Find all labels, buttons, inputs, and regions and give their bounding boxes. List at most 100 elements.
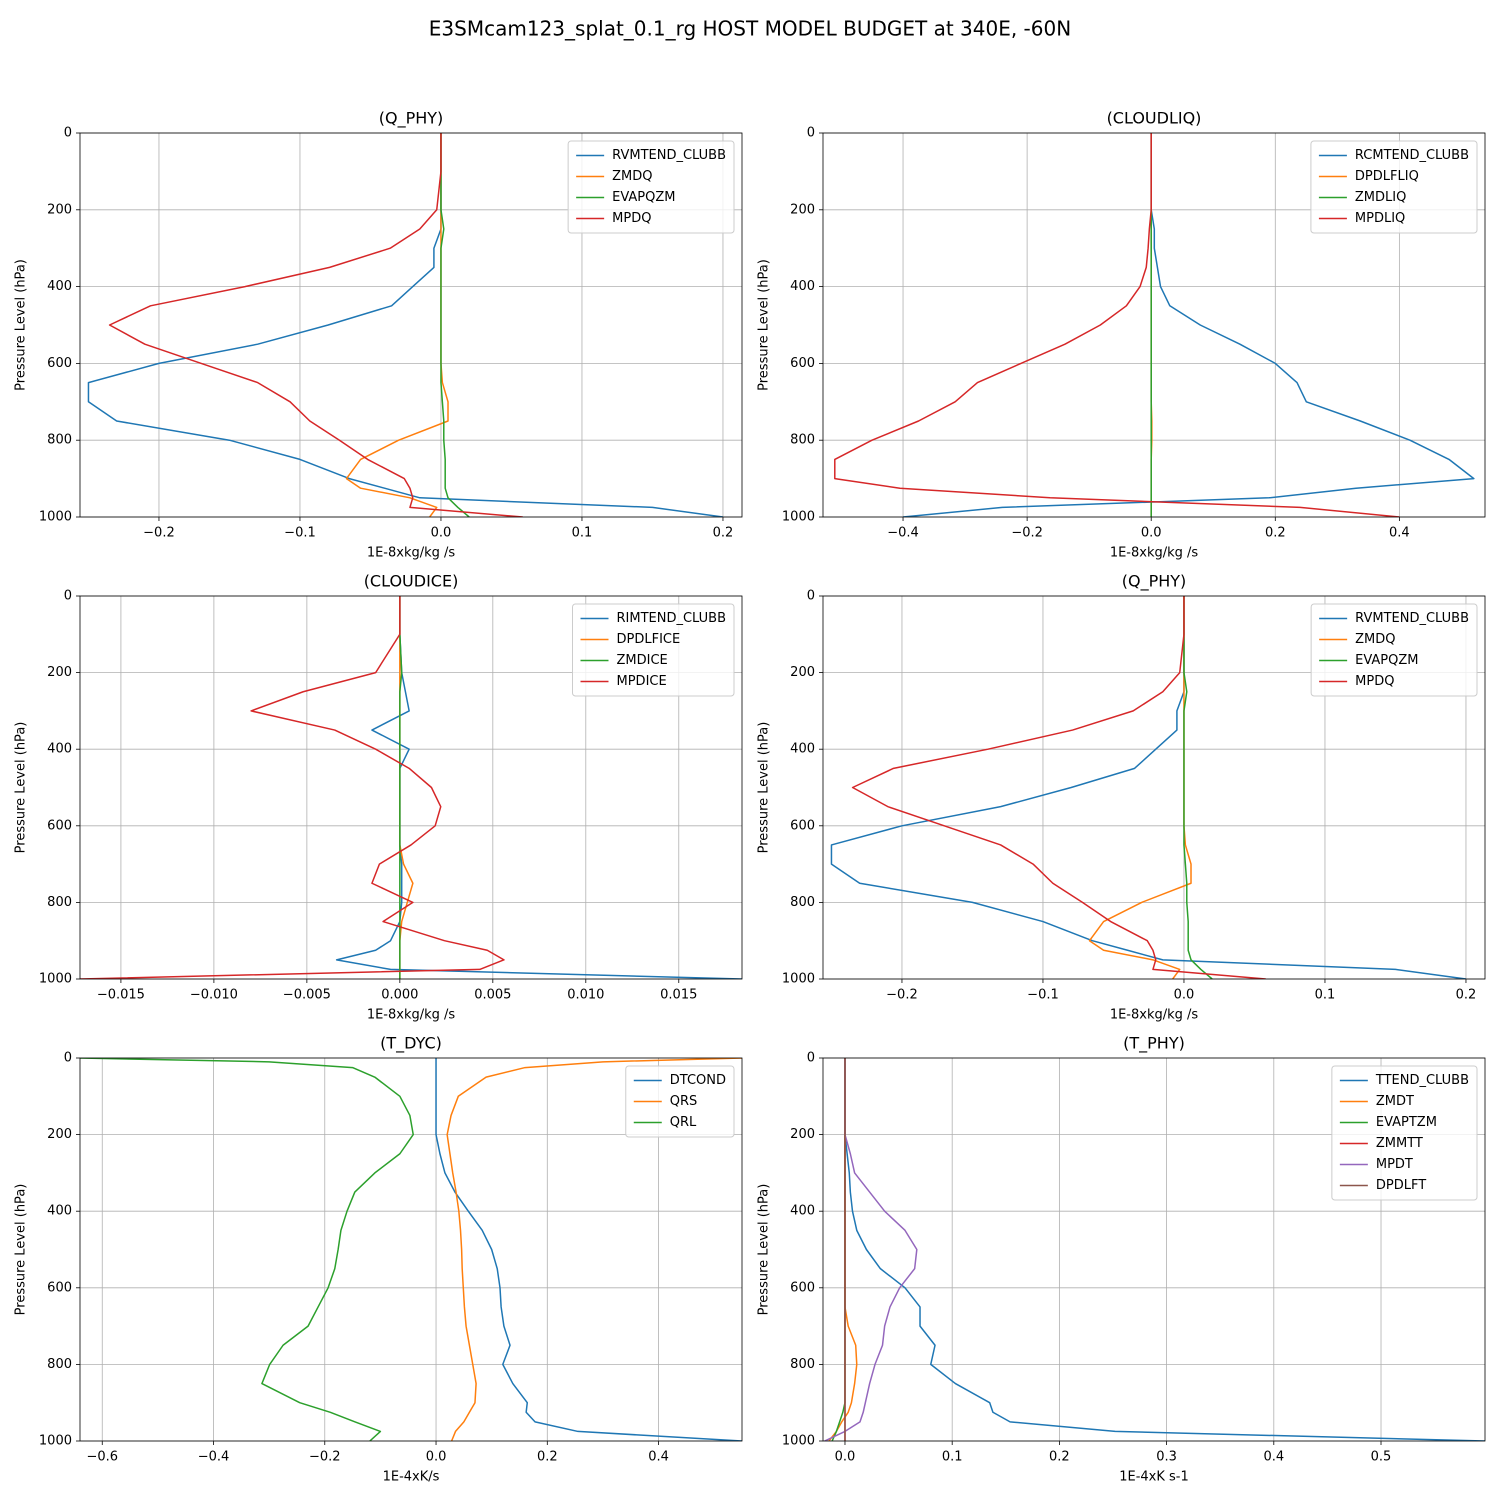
x-axis-label: 1E-8xkg/kg /s — [367, 546, 456, 561]
x-tick-label: −0.4 — [198, 1450, 230, 1465]
subplot: −0.015 −0.010 −0.005 0.000 0.005 0.010 0.015 0 2… — [14, 572, 743, 1023]
subplot: −0.2 −0.1 0.0 0.1 0.2 0 200 400 600 800 1000 (Q_PHY… — [14, 109, 743, 561]
y-tick-label: 800 — [790, 433, 815, 448]
series-line — [446, 1058, 742, 1441]
legend-label: MPDICE — [617, 674, 667, 689]
x-tick-label: 0.1 — [1315, 988, 1336, 1003]
y-tick-label: 200 — [47, 1127, 72, 1142]
y-tick-label: 400 — [47, 279, 72, 294]
y-tick-label: 600 — [47, 1280, 72, 1295]
series-line — [80, 596, 505, 979]
legend: RVMTEND_CLUBB ZMDQ EVAPQZM MPDQ — [567, 140, 735, 234]
legend-label: ZMDT — [1376, 1094, 1414, 1109]
axes-frame — [822, 1057, 1486, 1442]
legend-label: RVMTEND_CLUBB — [1355, 611, 1469, 626]
subplot-title: (T_PHY) — [1123, 1034, 1185, 1054]
x-tick-label: 0.4 — [648, 1450, 669, 1465]
legend-label: MPDT — [1376, 1157, 1413, 1172]
legend-label: DPDLFICE — [617, 632, 681, 647]
series-line — [80, 1058, 414, 1441]
series-line — [902, 133, 1475, 517]
legend-label: ZMDQ — [612, 169, 652, 184]
legend-label: MPDQ — [612, 211, 651, 226]
x-tick-label: −0.005 — [283, 988, 331, 1003]
y-tick-label: 200 — [47, 202, 72, 217]
y-tick-label: 600 — [790, 356, 815, 371]
x-tick-label: −0.2 — [309, 1450, 341, 1465]
legend-label: RIMTEND_CLUBB — [617, 611, 727, 626]
y-tick-label: 1000 — [782, 510, 815, 525]
subplot-title: (Q_PHY) — [379, 109, 444, 129]
series-line — [345, 133, 449, 517]
series-line — [831, 1058, 846, 1441]
legend-label: MPDLIQ — [1355, 211, 1405, 226]
subplot-title: (CLOUDLIQ) — [1107, 109, 1202, 128]
series-line — [87, 133, 724, 517]
y-tick-label: 800 — [790, 1357, 815, 1372]
legend-label: RVMTEND_CLUBB — [612, 148, 726, 163]
subplot-title: (CLOUDICE) — [364, 572, 459, 591]
y-tick-label: 0 — [807, 126, 815, 141]
x-tick-label: −0.2 — [1011, 526, 1043, 541]
legend-box — [572, 603, 735, 697]
y-tick-label: 400 — [790, 742, 815, 757]
legend-label: EVAPQZM — [612, 190, 675, 205]
x-tick-label: 0.015 — [660, 988, 697, 1003]
y-tick-label: 400 — [790, 1204, 815, 1219]
legend-box — [567, 140, 735, 234]
legend-box — [625, 1065, 735, 1138]
y-tick-label: 400 — [47, 1204, 72, 1219]
y-tick-label: 800 — [47, 895, 72, 910]
x-axis-label: 1E-8xkg/kg /s — [367, 1008, 456, 1023]
y-tick-label: 200 — [790, 1127, 815, 1142]
legend-label: DPDLFT — [1376, 1178, 1426, 1193]
axes-frame — [79, 1057, 743, 1442]
legend-label: TTEND_CLUBB — [1375, 1073, 1469, 1088]
x-tick-label: −0.2 — [886, 988, 918, 1003]
axes-frame — [822, 132, 1486, 518]
x-tick-label: 0.0 — [431, 526, 452, 541]
series-line — [828, 1058, 858, 1441]
subplot-title: (Q_PHY) — [1122, 572, 1187, 592]
legend-label: RCMTEND_CLUBB — [1355, 148, 1469, 163]
series-line — [834, 133, 1400, 517]
y-tick-label: 800 — [47, 1357, 72, 1372]
x-tick-label: −0.4 — [887, 526, 919, 541]
series-line — [1183, 596, 1213, 979]
subplot: −0.6 −0.4 −0.2 0.0 0.2 0.4 0 200 400 600 800 1000 (T… — [14, 1034, 743, 1485]
x-axis-label: 1E-4xK/s — [383, 1470, 440, 1485]
y-tick-label: 600 — [47, 818, 72, 833]
x-tick-label: 0.0 — [1174, 988, 1195, 1003]
figure-title: E3SMcam123_splat_0.1_rg HOST MODEL BUDGE… — [429, 17, 1071, 41]
series-line — [440, 133, 470, 517]
x-tick-label: −0.015 — [97, 988, 145, 1003]
x-tick-label: 0.4 — [1263, 1450, 1284, 1465]
x-tick-label: −0.010 — [190, 988, 238, 1003]
axes-frame — [79, 595, 743, 980]
x-tick-label: 0.010 — [567, 988, 604, 1003]
y-axis-label: Pressure Level (hPa) — [14, 1184, 29, 1316]
y-tick-label: 800 — [47, 433, 72, 448]
x-tick-label: 0.2 — [1265, 526, 1286, 541]
y-tick-label: 600 — [790, 818, 815, 833]
x-tick-label: 0.000 — [381, 988, 418, 1003]
x-tick-label: 0.3 — [1156, 1450, 1177, 1465]
y-tick-label: 0 — [807, 1051, 815, 1066]
x-tick-label: 0.2 — [1049, 1450, 1070, 1465]
legend-label: ZMDICE — [617, 653, 668, 668]
legend: RIMTEND_CLUBB DPDLFICE ZMDICE MPDICE — [572, 603, 735, 697]
x-tick-label: −0.1 — [1027, 988, 1059, 1003]
y-axis-label: Pressure Level (hPa) — [757, 722, 772, 854]
y-tick-label: 400 — [47, 742, 72, 757]
x-tick-label: −0.1 — [284, 526, 316, 541]
y-tick-label: 1000 — [39, 510, 72, 525]
series-line — [435, 1058, 742, 1441]
legend-label: QRL — [670, 1115, 697, 1130]
legend-label: DPDLFLIQ — [1355, 169, 1419, 184]
y-tick-label: 200 — [790, 202, 815, 217]
y-tick-label: 1000 — [39, 1434, 72, 1449]
legend-box — [1331, 1065, 1478, 1201]
subplot: −0.2 −0.1 0.0 0.1 0.2 0 200 400 600 800 1000 (Q_PHY… — [757, 572, 1486, 1023]
legend-label: ZMDLIQ — [1355, 190, 1406, 205]
legend-box — [1310, 603, 1478, 697]
